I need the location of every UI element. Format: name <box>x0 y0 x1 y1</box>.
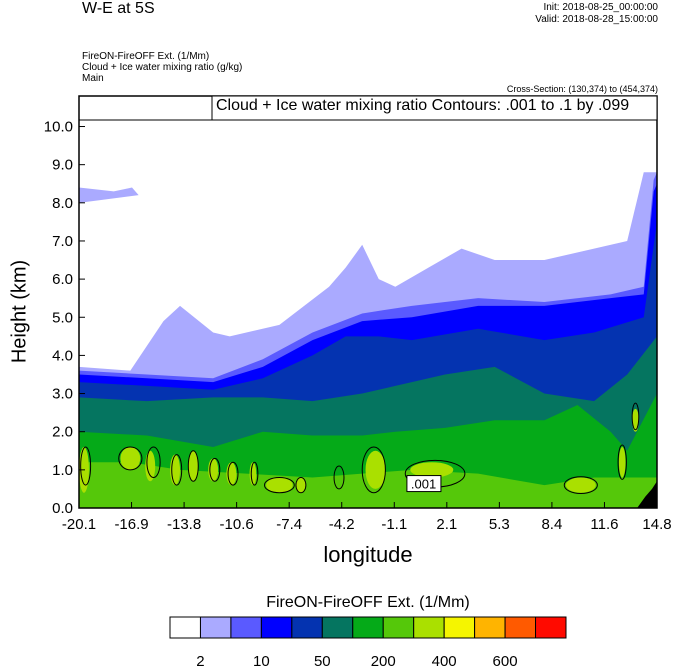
terrain <box>637 481 657 508</box>
contour-patch-8 <box>266 477 293 493</box>
x-tick-label: 5.3 <box>489 516 510 533</box>
mixing-ratio-contour-4 <box>187 450 199 482</box>
x-tick-label: 2.1 <box>436 516 457 533</box>
colorbar-swatch <box>169 616 201 639</box>
y-tick-label: 10.0 <box>44 119 73 136</box>
x-tick-label: -20.1 <box>62 516 96 533</box>
contour-value-box <box>406 475 442 493</box>
contour-info-box <box>211 95 658 121</box>
x-tick-label: -10.6 <box>220 516 254 533</box>
colorbar-swatch <box>535 616 567 639</box>
colorbar-swatch <box>413 616 445 639</box>
x-tick-label: 8.4 <box>541 516 562 533</box>
contour-patch-2 <box>145 450 156 482</box>
y-tick-label: 6.0 <box>52 271 73 288</box>
mixing-ratio-contour-2 <box>146 446 161 478</box>
colorbar-swatch <box>230 616 262 639</box>
contour-patch-7 <box>249 462 257 486</box>
mixing-ratio-contour-10 <box>333 465 345 490</box>
y-tick-label: 1.0 <box>52 462 73 479</box>
colorbar-swatch <box>291 616 323 639</box>
mixing-ratio-contour-0 <box>80 446 92 486</box>
field-label-2: Cloud + Ice water mixing ratio (g/kg) <box>82 62 243 73</box>
y-tick-label: 2.0 <box>52 424 73 441</box>
x-tick-label: -4.2 <box>329 516 355 533</box>
x-axis-label: longitude <box>323 542 413 567</box>
x-tick-label: -16.9 <box>114 516 148 533</box>
field-label-1: FireON-FireOFF Ext. (1/Mm) <box>82 51 210 62</box>
y-tick-label: 3.0 <box>52 386 73 403</box>
contour-band-7 <box>79 462 657 508</box>
mixing-ratio-contour-15 <box>631 402 640 431</box>
mixing-ratio-contour-5 <box>209 457 221 482</box>
colorbar-swatch <box>321 616 354 639</box>
contour-patch-14 <box>632 408 639 432</box>
mixing-ratio-contour-11 <box>361 446 386 494</box>
contour-band-1 <box>79 187 139 203</box>
contour-info-label: Cloud + Ice water mixing ratio Contours:… <box>216 97 630 114</box>
y-axis-label: Height (km) <box>9 260 32 363</box>
contour-patch-4 <box>188 450 199 482</box>
x-tick-label: -13.8 <box>167 516 201 533</box>
colorbar-label: 600 <box>493 653 518 667</box>
y-tick-label: 8.0 <box>52 195 73 212</box>
colorbar-swatch <box>382 616 415 639</box>
mixing-ratio-contour-14 <box>617 444 627 480</box>
colorbar-swatch <box>443 616 476 639</box>
colorbar-label: 10 <box>253 653 270 667</box>
colorbar-title: FireON-FireOFF Ext. (1/Mm) <box>266 594 470 611</box>
contour-patch-11 <box>410 462 454 478</box>
x-tick-label: 14.8 <box>642 516 671 533</box>
y-tick-label: 4.0 <box>52 347 73 364</box>
field-label-3: Main <box>82 73 104 84</box>
x-tick-label: 11.6 <box>590 516 618 533</box>
mixing-ratio-contour-7 <box>250 461 259 486</box>
y-tick-label: 5.0 <box>52 309 73 326</box>
mixing-ratio-contour-8 <box>263 476 295 494</box>
valid-time: Valid: 2018-08-28_15:00:00 <box>535 14 658 25</box>
plot-title: W-E at 5S <box>82 0 155 17</box>
y-tick-label: 9.0 <box>52 157 73 174</box>
init-time: Init: 2018-08-25_00:00:00 <box>543 2 658 13</box>
colorbar-swatch <box>260 616 293 639</box>
mixing-ratio-contour-9 <box>295 476 307 494</box>
contour-patch-1 <box>120 446 141 470</box>
colorbar-swatch <box>199 616 232 639</box>
colorbar-swatch <box>504 616 537 639</box>
colorbar-label: 400 <box>432 653 457 667</box>
colorbar-label: 50 <box>314 653 331 667</box>
x-tick-label: -1.1 <box>381 516 407 533</box>
y-axis-label-text: Height (km) <box>8 259 31 364</box>
contour-patch-9 <box>295 477 306 493</box>
colorbar-swatch <box>474 616 506 639</box>
contour-patch-12 <box>565 477 596 493</box>
colorbar-label: 200 <box>371 653 396 667</box>
mixing-ratio-contour-13 <box>563 476 598 495</box>
mixing-ratio-contour-1 <box>118 446 143 471</box>
contour-patch-10 <box>365 450 386 489</box>
colorbar-swatch <box>352 616 384 639</box>
contour-value-label: .001 <box>411 477 436 492</box>
y-tick-label: 7.0 <box>52 233 73 250</box>
cross-section-label: Cross-Section: (130,374) to (454,374) <box>506 84 658 94</box>
x-tick-label: -7.4 <box>276 516 302 533</box>
mixing-ratio-contour-3 <box>171 454 183 486</box>
colorbar-label: 2 <box>196 653 204 667</box>
mixing-ratio-contour-6 <box>227 461 239 486</box>
y-tick-label: 0.0 <box>52 500 73 517</box>
contour-patch-13 <box>618 446 626 478</box>
